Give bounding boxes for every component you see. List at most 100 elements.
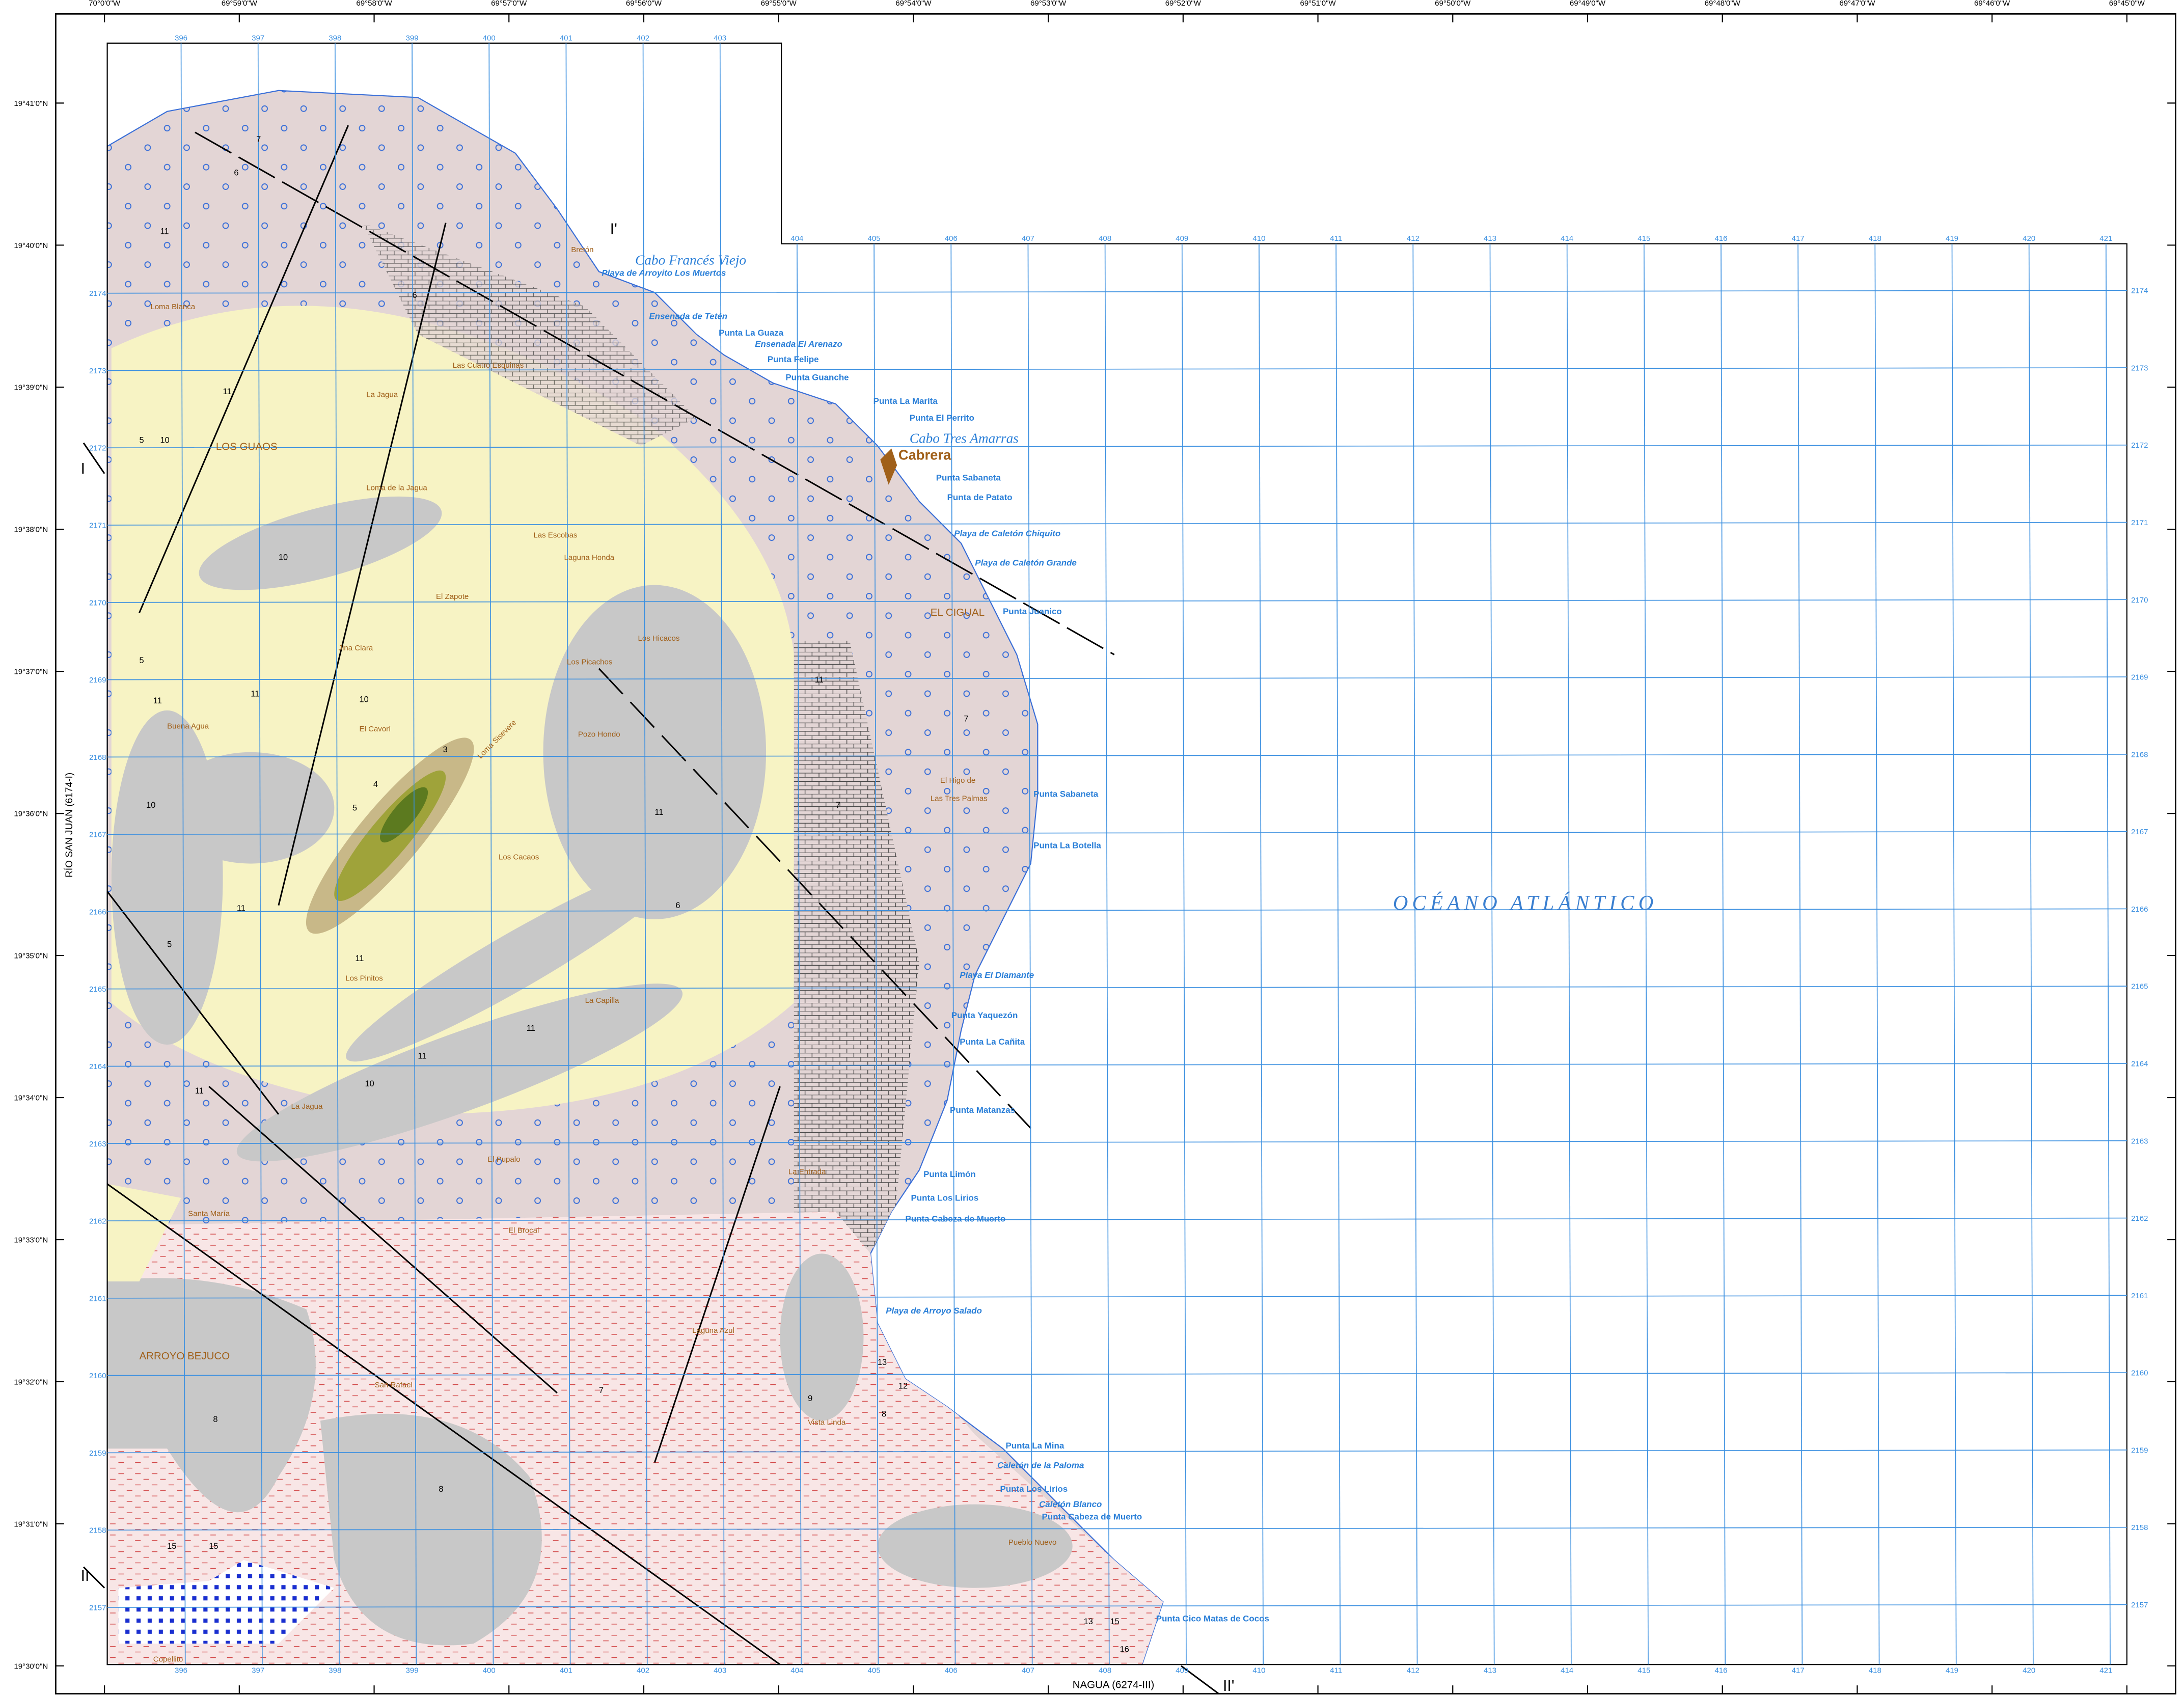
- latitude-label: 19°30'0"N: [14, 1662, 48, 1671]
- place-name: Vista Linda: [808, 1418, 846, 1427]
- place-name: Santa María: [188, 1209, 230, 1218]
- unit-number: 8: [213, 1415, 217, 1424]
- unit-number: 15: [1110, 1617, 1120, 1626]
- outer-frame: [55, 13, 2176, 1694]
- gray-unit: [107, 1278, 316, 1513]
- place-name: Copellito: [153, 1655, 183, 1664]
- easting-label: 407: [1022, 1666, 1034, 1675]
- unit-number: 6: [675, 901, 680, 910]
- grid-line: [642, 43, 648, 1665]
- unit-number: 11: [251, 689, 259, 698]
- easting-label: 421: [2099, 1666, 2112, 1675]
- grid-line: [412, 43, 417, 1665]
- easting-label: 408: [1099, 1666, 1111, 1675]
- grid-line: [873, 243, 879, 1665]
- section-mark: II': [1223, 1678, 1234, 1694]
- latitude-label: 19°39'0"N: [14, 384, 48, 392]
- easting-label: 421: [2099, 234, 2112, 243]
- northing-label: 2166: [89, 908, 106, 916]
- fault: [139, 125, 349, 613]
- grid-line: [1874, 243, 1880, 1665]
- place-name: LOS GUAOS: [216, 441, 278, 452]
- town-symbol: [880, 448, 897, 485]
- unit-number: 16: [1120, 1645, 1129, 1654]
- fault: [106, 1183, 781, 1665]
- grid-line: [107, 522, 2127, 526]
- faults: [83, 125, 1219, 1694]
- fault: [278, 223, 447, 906]
- coastal-name: Playa de Arroyo Salado: [886, 1306, 982, 1316]
- easting-label: 402: [637, 1666, 649, 1675]
- map-base: [55, 13, 2176, 1694]
- unit-number: 11: [195, 1086, 204, 1096]
- longitude-label: 69°45'0"W: [2109, 0, 2145, 8]
- grid-line: [107, 676, 2127, 680]
- coastal-name: Playa de Arroyito Los Muertos: [602, 268, 726, 278]
- northing-label: 2159: [2131, 1446, 2148, 1455]
- easting-label: 413: [1484, 1666, 1496, 1675]
- grid-line: [1797, 243, 1803, 1665]
- gray-unit: [111, 710, 223, 1045]
- easting-label: 402: [637, 34, 649, 42]
- longitude-label: 69°59'0"W: [222, 0, 258, 8]
- place-name: Las Escobas: [533, 531, 577, 540]
- grid-line: [107, 908, 2127, 912]
- coastal-name: Punta La Mina: [1005, 1441, 1064, 1451]
- map-frame: [106, 42, 2127, 1665]
- grid-line: [1181, 243, 1187, 1665]
- blue-dot-unit: [118, 1560, 335, 1644]
- northing-label: 2157: [89, 1603, 106, 1612]
- unit-number: 9: [808, 1394, 812, 1403]
- longitude-label: 69°55'0"W: [761, 0, 797, 8]
- longitude-label: 69°56'0"W: [626, 0, 662, 8]
- coastal-name: Ensenada de Tetén: [649, 311, 727, 321]
- northing-label: 2167: [2131, 828, 2148, 836]
- fault: [195, 131, 1115, 655]
- easting-label: 414: [1561, 234, 1573, 243]
- unit-number: 11: [160, 227, 169, 236]
- northing-label: 2162: [2131, 1214, 2148, 1223]
- easting-label: 414: [1561, 1666, 1573, 1675]
- place-name: Los Hicacos: [638, 634, 679, 643]
- geology: [107, 90, 1163, 1665]
- easting-label: 410: [1252, 1666, 1265, 1675]
- longitude-label: 70°0'0"W: [89, 0, 121, 8]
- section-line: [83, 1566, 105, 1589]
- northing-label: 2174: [2131, 287, 2148, 295]
- unit-number: 3: [443, 745, 448, 754]
- coastal-name: Punta La Cañita: [960, 1037, 1025, 1047]
- coastal-name: Punta Yaquezón: [951, 1010, 1018, 1020]
- northing-label: 2158: [2131, 1523, 2148, 1532]
- place-name: La Entrada: [788, 1167, 826, 1176]
- northing-label: 2164: [89, 1062, 106, 1071]
- grid-line: [107, 1140, 2127, 1144]
- place-name: La Capilla: [585, 996, 619, 1005]
- grid-line: [107, 1372, 2127, 1376]
- longitude-label: 69°54'0"W: [895, 0, 932, 8]
- latitude-label: 19°31'0"N: [14, 1520, 48, 1528]
- place-name: Loma de la Jagua: [366, 484, 427, 493]
- unit-number: 10: [146, 801, 155, 810]
- northing-label: 2165: [89, 985, 106, 994]
- easting-label: 412: [1407, 1666, 1419, 1675]
- place-name: Laguna Azul: [692, 1326, 734, 1335]
- fault: [598, 668, 1031, 1129]
- latitude-label: 19°41'0"N: [14, 99, 48, 108]
- easting-label: 417: [1792, 1666, 1805, 1675]
- unit-number: 15: [167, 1542, 176, 1551]
- unit-number: 10: [365, 1079, 374, 1088]
- longitude-label: 69°53'0"W: [1030, 0, 1067, 8]
- sheet-name: RÍO SAN JUAN (6174-I): [64, 773, 75, 878]
- gray-unit: [236, 983, 683, 1162]
- latitude-label: 19°40'0"N: [14, 241, 48, 250]
- section-mark: I': [610, 221, 617, 237]
- easting-label: 405: [868, 1666, 881, 1675]
- easting-label: 420: [2023, 1666, 2035, 1675]
- grid-line: [107, 754, 2127, 758]
- coastal-name: Ensenada El Arenazo: [755, 339, 842, 349]
- easting-label: 398: [329, 1666, 341, 1675]
- grid-line: [107, 599, 2127, 603]
- latitude-label: 19°34'0"N: [14, 1094, 48, 1103]
- easting-label: 411: [1330, 234, 1342, 243]
